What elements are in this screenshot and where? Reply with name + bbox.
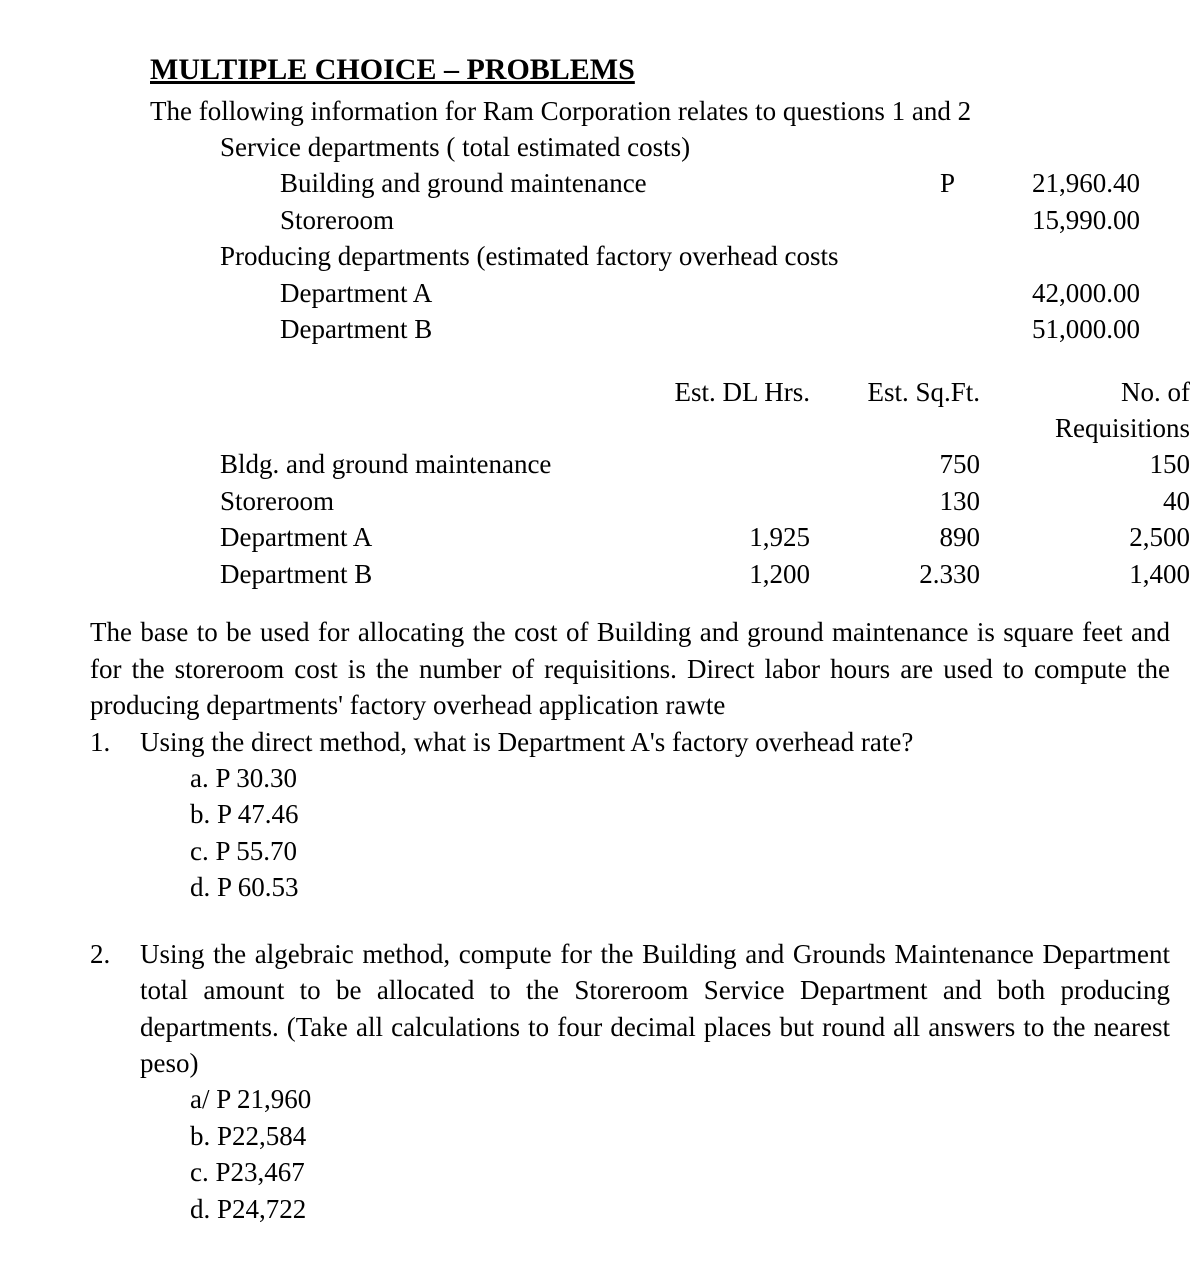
col-header: No. of Requisitions <box>980 374 1190 447</box>
row-name: Department B <box>220 556 650 592</box>
service-name: Storeroom <box>280 202 940 238</box>
service-value: 15,990.00 <box>980 202 1140 238</box>
choice-d: d. P24,722 <box>190 1191 1170 1227</box>
producing-row: Department A 42,000.00 <box>280 275 1140 311</box>
cell: 2,500 <box>980 519 1190 555</box>
col-header: Est. Sq.Ft. <box>810 374 980 447</box>
producing-value: 51,000.00 <box>980 311 1140 347</box>
producing-row: Department B 51,000.00 <box>280 311 1140 347</box>
producing-header: Producing departments (estimated factory… <box>220 238 1170 274</box>
choice-c: c. P 55.70 <box>190 833 1170 869</box>
producing-name: Department A <box>280 275 940 311</box>
service-value: 21,960.40 <box>980 165 1140 201</box>
cell: 1,925 <box>650 519 810 555</box>
table-row: Department A 1,925 890 2,500 <box>220 519 1190 555</box>
table-row: Department B 1,200 2.330 1,400 <box>220 556 1190 592</box>
choice-b: b. P22,584 <box>190 1118 1170 1154</box>
cell <box>650 446 810 482</box>
allocation-basis-paragraph: The base to be used for allocating the c… <box>90 614 1170 723</box>
cell: 2.330 <box>810 556 980 592</box>
cell: 130 <box>810 483 980 519</box>
question-1: 1.Using the direct method, what is Depar… <box>90 724 1170 906</box>
question-number: 2. <box>90 936 140 972</box>
intro-line: The following information for Ram Corpor… <box>150 93 1170 129</box>
currency-symbol: P <box>940 165 980 201</box>
choice-a: a/ P 21,960 <box>190 1081 1170 1117</box>
service-header: Service departments ( total estimated co… <box>220 129 1170 165</box>
producing-name: Department B <box>280 311 940 347</box>
row-name: Bldg. and ground maintenance <box>220 446 650 482</box>
choice-a: a. P 30.30 <box>190 760 1170 796</box>
service-row: Storeroom 15,990.00 <box>280 202 1140 238</box>
service-cost-block: Building and ground maintenance P 21,960… <box>280 165 1140 238</box>
choice-d: d. P 60.53 <box>190 869 1170 905</box>
producing-value: 42,000.00 <box>980 275 1140 311</box>
cell <box>650 483 810 519</box>
cell: 890 <box>810 519 980 555</box>
producing-cost-block: Department A 42,000.00 Department B 51,0… <box>280 275 1140 348</box>
choice-c: c. P23,467 <box>190 1154 1170 1190</box>
row-name: Storeroom <box>220 483 650 519</box>
answer-choices: a. P 30.30 b. P 47.46 c. P 55.70 d. P 60… <box>190 760 1170 906</box>
choice-b: b. P 47.46 <box>190 796 1170 832</box>
row-name: Department A <box>220 519 650 555</box>
question-text: Using the algebraic method, compute for … <box>140 936 1170 1082</box>
service-row: Building and ground maintenance P 21,960… <box>280 165 1140 201</box>
table-header-row: Est. DL Hrs. Est. Sq.Ft. No. of Requisit… <box>220 374 1190 447</box>
section-title: MULTIPLE CHOICE – PROBLEMS <box>150 50 1170 91</box>
cell: 150 <box>980 446 1190 482</box>
cell: 40 <box>980 483 1190 519</box>
cell: 1,200 <box>650 556 810 592</box>
cell: 1,400 <box>980 556 1190 592</box>
question-text: Using the direct method, what is Departm… <box>140 727 913 757</box>
table-row: Bldg. and ground maintenance 750 150 <box>220 446 1190 482</box>
document-page: MULTIPLE CHOICE – PROBLEMS The following… <box>0 0 1200 1277</box>
allocation-table: Est. DL Hrs. Est. Sq.Ft. No. of Requisit… <box>220 374 1190 593</box>
service-name: Building and ground maintenance <box>280 165 940 201</box>
currency-symbol <box>940 202 980 238</box>
cell: 750 <box>810 446 980 482</box>
question-number: 1. <box>90 724 140 760</box>
question-2: 2. Using the algebraic method, compute f… <box>90 936 1170 1228</box>
col-header: Est. DL Hrs. <box>650 374 810 447</box>
answer-choices: a/ P 21,960 b. P22,584 c. P23,467 d. P24… <box>190 1081 1170 1227</box>
table-row: Storeroom 130 40 <box>220 483 1190 519</box>
